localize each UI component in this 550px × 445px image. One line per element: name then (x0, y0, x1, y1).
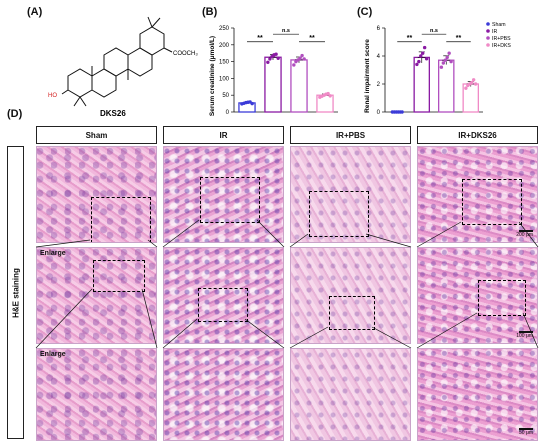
micrograph-ir-mid (163, 247, 284, 344)
zoom-box (200, 177, 260, 223)
row-header-he-staining: H&E staining (7, 146, 24, 439)
legend-label: IR+PBS (492, 36, 511, 42)
column-header-ir-pbs: IR+PBS (290, 126, 411, 144)
significance-label: n.s (430, 28, 438, 34)
legend-marker (486, 36, 490, 40)
bar-ir (264, 56, 282, 113)
molecule-name: DKS26 (100, 109, 126, 118)
micrograph-ir-high (163, 348, 284, 441)
enlarge-label: Enlarge (40, 250, 66, 257)
y-tick-label: 4 (377, 54, 381, 60)
micrograph-ir-pbs-low (290, 146, 411, 243)
column-header-sham: Sham (36, 126, 157, 144)
zoom-box (93, 260, 145, 292)
y-axis-label: Renal impairment score (364, 39, 371, 113)
chart-serum-creatinine: Serum creatinine (μmol/L) 0 50 100 150 200 25… (209, 26, 338, 116)
micrograph-sham-mid: Enlarge (36, 247, 157, 344)
legend-label: IR (492, 29, 497, 35)
data-point (443, 58, 447, 62)
y-tick-label: 100 (219, 76, 230, 82)
data-point (326, 91, 330, 96)
column-header-ir: IR (163, 126, 284, 144)
legend-marker (486, 29, 490, 33)
micrograph-ir-pbs-high (290, 348, 411, 441)
data-point (274, 52, 278, 56)
data-point (445, 55, 449, 60)
legend-marker (486, 43, 490, 47)
data-point (300, 53, 304, 58)
data-point (302, 57, 306, 61)
data-point (417, 59, 421, 64)
panel-label-a: (A) (27, 6, 43, 18)
data-point (441, 61, 446, 65)
micrograph-ir-dks26-mid: 100 μm (417, 247, 538, 344)
zoom-box (309, 191, 369, 237)
micrograph-ir-pbs-mid (290, 247, 411, 344)
zoom-box (478, 280, 526, 316)
data-point (415, 62, 419, 67)
micrograph-ir-low (163, 146, 284, 243)
hydroxyl-label: HO (48, 93, 57, 99)
micrograph-ir-dks26-high: 50 μm (417, 348, 538, 441)
data-point (292, 63, 296, 67)
data-point (439, 65, 444, 69)
data-point (419, 54, 423, 58)
enlarge-label: Enlarge (40, 351, 66, 358)
data-point (328, 94, 332, 98)
micrograph-sham-high: Enlarge (36, 348, 157, 441)
zoom-box (198, 288, 248, 322)
y-axis-label: Serum creatinine (μmol/L) (209, 36, 216, 116)
y-tick-label: 6 (377, 26, 381, 32)
chart-renal-impairment: Renal impairment score 0 2 4 6 ** n.s ** Sham… (364, 22, 511, 116)
data-point (400, 110, 404, 114)
data-point (473, 82, 478, 86)
scale-bar: 100 μm (516, 331, 533, 339)
data-point (298, 56, 302, 60)
legend-label: Sham (492, 22, 506, 28)
significance-label: ** (309, 35, 315, 42)
y-tick-label: 50 (222, 93, 229, 99)
data-point (470, 80, 474, 85)
panel-label-b: (B) (202, 6, 218, 18)
panel-label-c: (C) (357, 6, 373, 18)
significance-label: n.s (282, 28, 290, 34)
y-tick-label: 250 (219, 26, 230, 32)
data-point (424, 57, 429, 61)
dks26-structure: COOCH₃ HO DKS26 (48, 16, 198, 118)
data-point (276, 56, 280, 60)
bar-ir-pbs (290, 59, 308, 113)
micrograph-ir-dks26-low: 200 μm (417, 146, 538, 243)
zoom-box (462, 179, 522, 225)
data-point (268, 57, 272, 61)
scale-bar: 200 μm (516, 230, 533, 238)
ester-label: COOCH₃ (173, 51, 198, 57)
scale-bar: 50 μm (519, 428, 533, 436)
data-point (250, 101, 254, 106)
data-point (471, 78, 476, 82)
legend-label: IR+DKS (492, 43, 511, 49)
data-point (447, 51, 451, 55)
panel-label-d: (D) (7, 108, 23, 120)
zoom-box (91, 197, 151, 242)
y-tick-label: 2 (377, 82, 381, 88)
y-tick-label: 150 (219, 60, 230, 66)
data-point (464, 86, 468, 90)
y-tick-label: 200 (219, 43, 230, 49)
significance-label: ** (456, 35, 462, 42)
significance-label: ** (407, 35, 413, 42)
data-point (422, 45, 427, 50)
y-tick-label: 0 (226, 110, 230, 116)
significance-label: ** (257, 35, 263, 42)
zoom-box (329, 296, 375, 330)
legend-marker (486, 22, 490, 26)
micrograph-sham-low (36, 146, 157, 243)
data-point (266, 60, 270, 64)
data-point (449, 59, 453, 64)
y-tick-label: 0 (377, 110, 381, 116)
column-header-ir-dks26: IR+DKS26 (417, 126, 538, 144)
data-point (421, 51, 425, 55)
